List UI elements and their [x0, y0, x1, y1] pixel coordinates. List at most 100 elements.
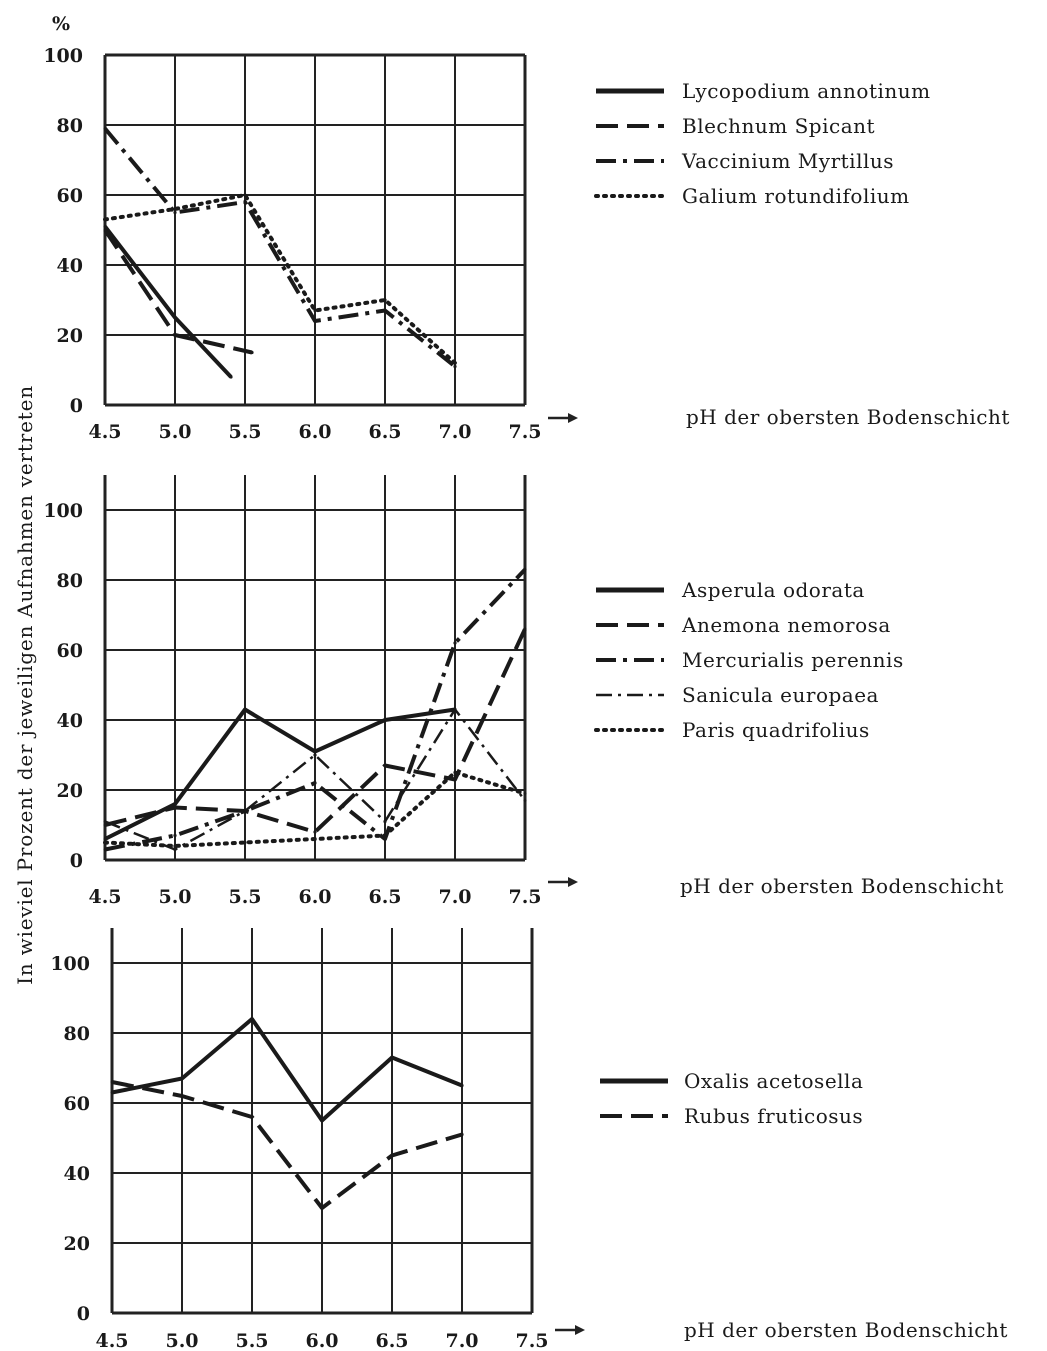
series-point [453, 361, 457, 365]
x-tick-label: 5.5 [235, 1330, 268, 1351]
series-point [383, 819, 387, 824]
series-point [313, 781, 317, 785]
series-point [383, 298, 387, 302]
y-tick-label: 60 [64, 1093, 90, 1115]
series-point [390, 1153, 394, 1158]
legend-label: Oxalis acetosella [684, 1069, 863, 1093]
series-point [460, 1083, 464, 1088]
x-tick-label: 4.5 [95, 1330, 128, 1351]
x-axis-label: pH der obersten Bodenschicht [680, 874, 1004, 898]
x-tick-label: 5.5 [228, 886, 261, 908]
x-tick-label: 6.5 [368, 421, 401, 443]
legend-label: Mercurialis perennis [682, 648, 904, 672]
x-tick-label: 7.0 [438, 421, 471, 443]
y-unit-label: % [52, 13, 70, 35]
series-point [173, 805, 177, 810]
x-tick-label: 7.5 [508, 421, 541, 443]
series-point [313, 837, 317, 841]
series-point [523, 627, 527, 631]
x-tick-label: 7.5 [508, 886, 541, 908]
series-point [383, 308, 387, 313]
series-point [383, 837, 387, 841]
series-point [453, 641, 457, 645]
x-tick-label: 5.0 [158, 421, 191, 443]
series-point [390, 1055, 394, 1060]
legend-label: Vaccinium Myrtillus [681, 149, 894, 173]
series-point [180, 1076, 184, 1081]
y-tick-label: 20 [57, 325, 83, 347]
y-tick-label: 100 [43, 45, 83, 67]
series-point [103, 126, 107, 131]
legend-label: Lycopodium annotinum [682, 79, 931, 103]
y-tick-label: 80 [57, 115, 83, 137]
series-point [243, 809, 247, 813]
series-point [313, 830, 317, 834]
series-line-3-2 [111, 1080, 463, 1210]
legend-label: Galium rotundifolium [682, 184, 910, 208]
series-line-3-1 [111, 1017, 463, 1123]
y-tick-label: 0 [70, 395, 83, 417]
x-tick-label: 7.5 [515, 1330, 548, 1351]
series-point [229, 375, 233, 379]
series-point [103, 847, 107, 852]
y-tick-label: 40 [57, 710, 83, 732]
x-tick-label: 4.5 [88, 421, 121, 443]
series-point [173, 207, 177, 211]
chart-panel-2: 0 20 40 60 80 100 4.5 5.0 5.5 6.0 6.5 7.0 7.5 pH der … [43, 475, 1004, 908]
series-point [250, 1017, 254, 1021]
x-tick-label: 5.0 [158, 886, 191, 908]
series-point [173, 210, 177, 215]
y-axis-title: In wieviel Prozent der jeweiligen Aufnah… [13, 385, 37, 985]
legend-label: Sanicula europaea [682, 683, 879, 707]
y-tick-label: 20 [64, 1233, 90, 1255]
series-point [313, 749, 317, 754]
series-point [320, 1118, 324, 1123]
legend-label: Rubus fruticosus [684, 1104, 863, 1128]
y-tick-label: 40 [64, 1163, 90, 1185]
x-axis-label: pH der obersten Bodenschicht [684, 1318, 1008, 1342]
y-tick-label: 20 [57, 780, 83, 802]
series-point [320, 1206, 324, 1210]
x-tick-label: 5.0 [165, 1330, 198, 1351]
series-point [243, 193, 247, 197]
series-point [383, 763, 387, 768]
series-point [453, 707, 457, 712]
x-tick-label: 7.0 [445, 1330, 478, 1351]
y-tick-label: 60 [57, 185, 83, 207]
y-tick-label: 40 [57, 255, 83, 277]
legend-label: Anemona nemorosa [681, 613, 891, 637]
x-tick-label: 4.5 [88, 886, 121, 908]
grid [103, 53, 527, 407]
x-axis-arrow-head [568, 877, 578, 887]
x-axis-arrow-head [568, 413, 578, 423]
series-point [523, 791, 527, 796]
x-axis-arrow [548, 413, 578, 423]
legend-label: Blechnum Spicant [682, 114, 875, 138]
series-point [453, 777, 457, 782]
chart-panel-3: 0 20 40 60 80 100 4.5 5.0 5.5 6.0 6.5 7.0 7.5 pH der … [50, 928, 1008, 1351]
y-tick-label: 100 [50, 953, 90, 975]
series-point [103, 228, 107, 232]
series-point [173, 833, 177, 838]
series-point [523, 567, 527, 572]
x-tick-label: 6.0 [305, 1330, 338, 1351]
y-tick-label: 80 [64, 1023, 90, 1045]
chart-panel-1: 0 20 40 60 80 100 4.5 5.0 5.5 6.0 6.5 7.0 7.5 pH der … [43, 45, 1009, 443]
series-point [173, 847, 177, 852]
x-axis-arrow [555, 1325, 585, 1335]
series-point [103, 823, 107, 827]
series-point [383, 833, 387, 838]
series-point [103, 840, 107, 845]
x-tick-label: 7.0 [438, 886, 471, 908]
legend-label: Paris quadrifolius [682, 718, 870, 742]
x-tick-label: 6.0 [298, 886, 331, 908]
x-axis-arrow [548, 877, 578, 887]
series-point [313, 319, 317, 323]
series-point [173, 315, 177, 320]
x-tick-label: 5.5 [228, 421, 261, 443]
grid [103, 475, 527, 862]
series-point [313, 753, 317, 757]
y-tick-label: 100 [43, 500, 83, 522]
series-point [250, 350, 254, 355]
series-point [180, 1094, 184, 1098]
